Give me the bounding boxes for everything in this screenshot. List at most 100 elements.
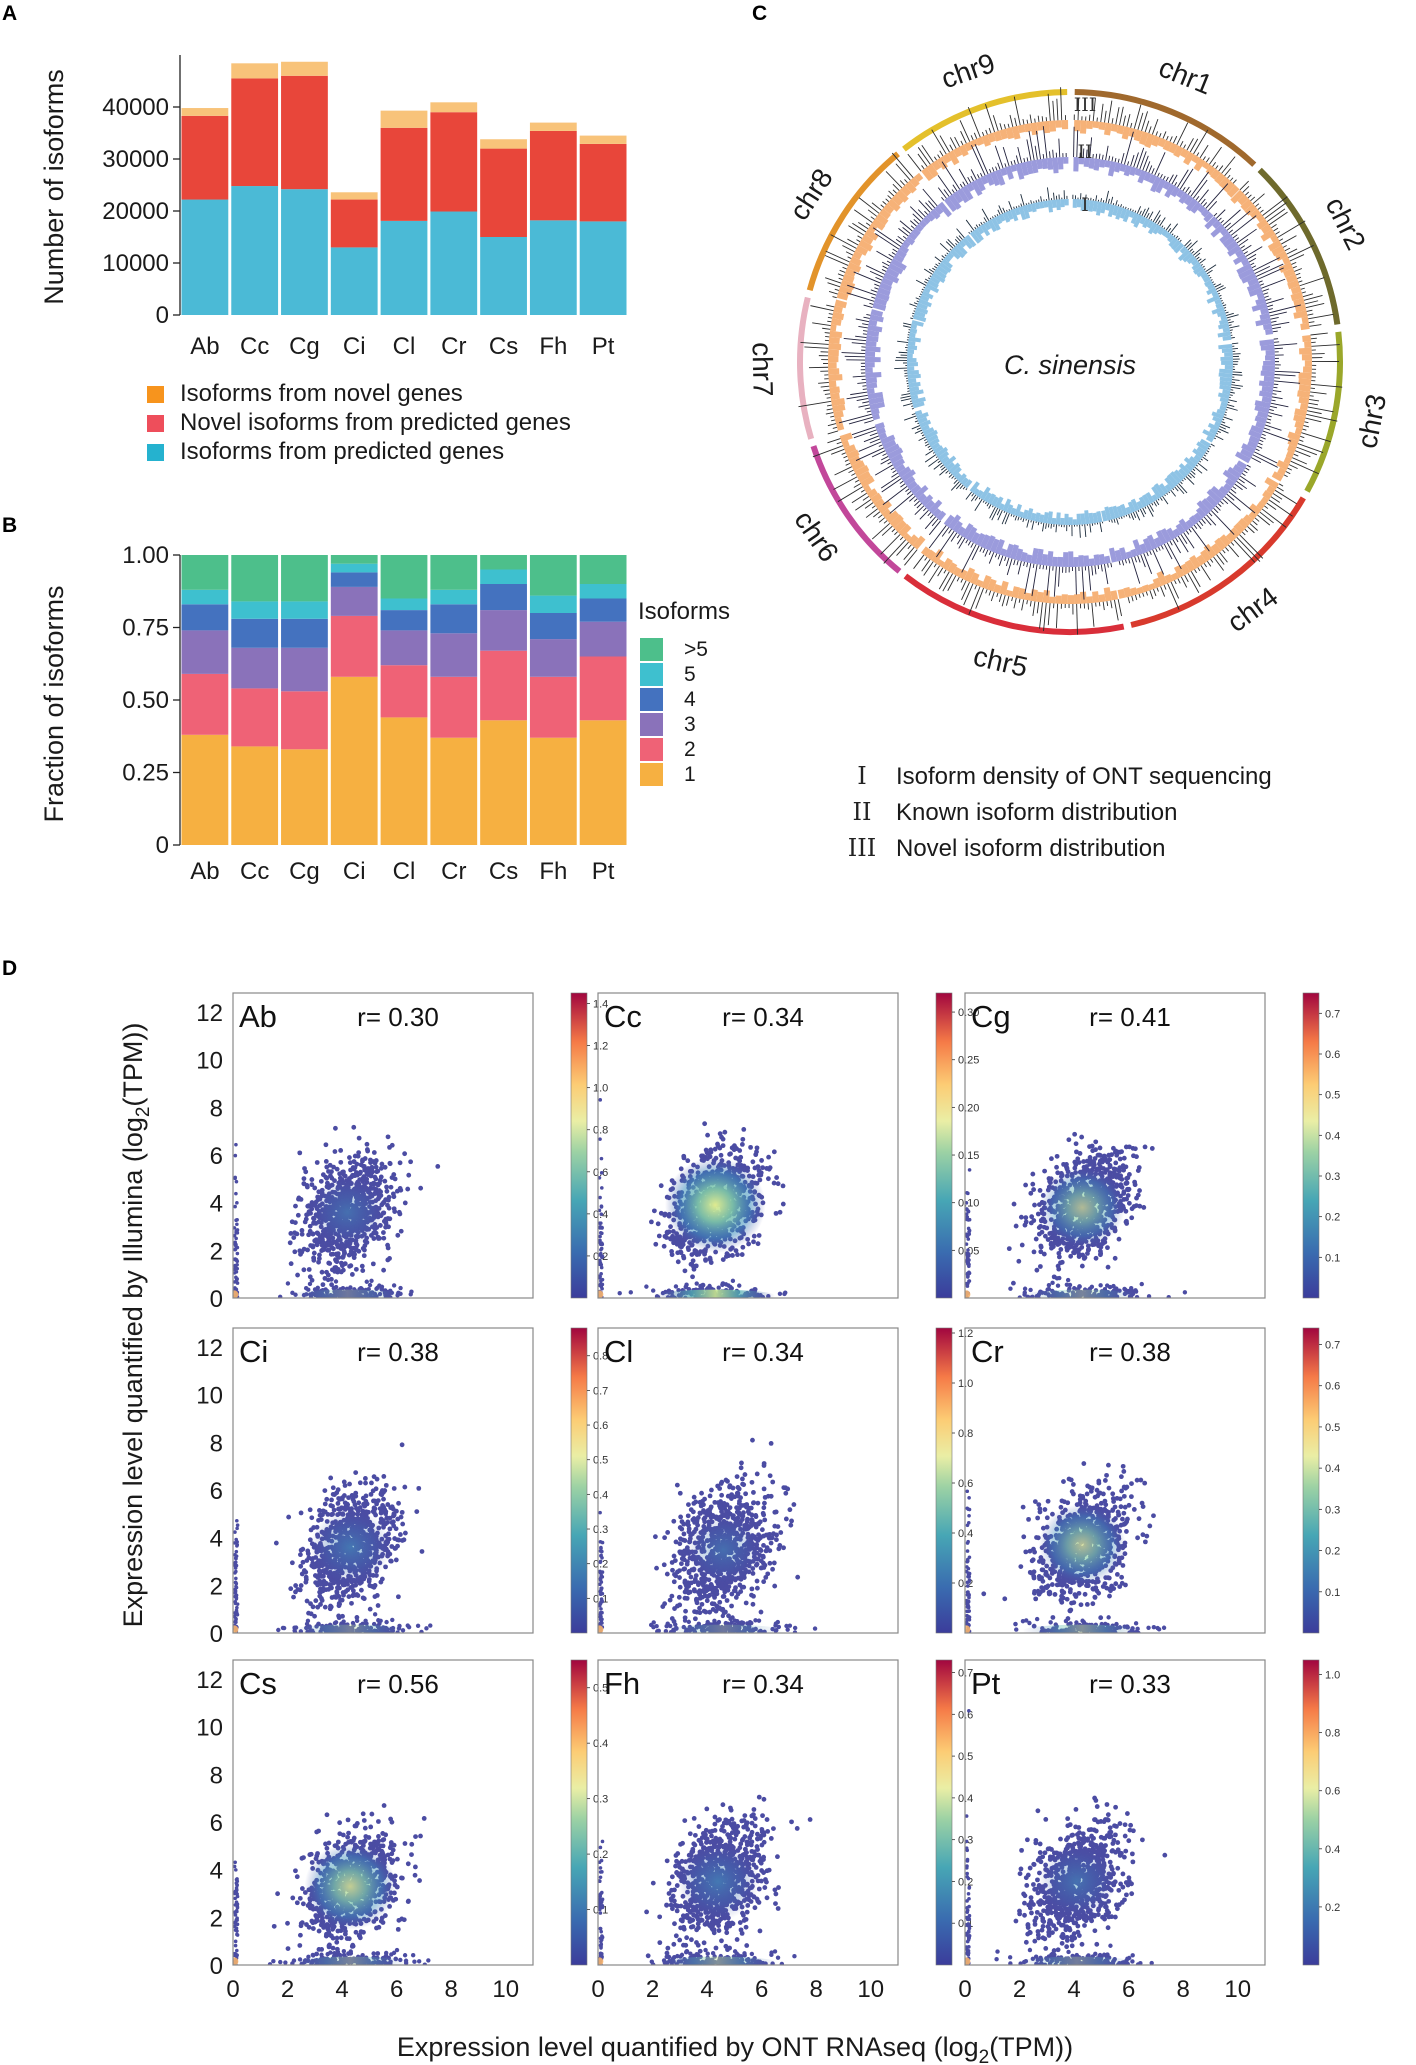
- track-shade: [1119, 207, 1128, 219]
- bar-b-cl-series-4: [380, 598, 428, 611]
- track-spike: [862, 388, 867, 390]
- track-spike: [837, 486, 863, 503]
- track-shade: [1151, 494, 1159, 502]
- track-spike: [876, 250, 893, 261]
- scatter-point: [388, 1184, 394, 1190]
- track-spike: [1133, 152, 1139, 168]
- track-spike: [841, 452, 846, 455]
- scatter-point: [1116, 1236, 1122, 1242]
- bar-b-cl-series-5: [380, 555, 428, 599]
- scatter-point: [398, 1228, 404, 1234]
- scatter-point: [333, 1251, 339, 1257]
- track-spike: [848, 469, 854, 474]
- track-shade: [1211, 290, 1219, 298]
- track-spike: [971, 545, 980, 561]
- track-spike: [1195, 196, 1200, 201]
- scatter-point: [1149, 1146, 1155, 1151]
- track-shade: [1178, 192, 1190, 204]
- track-spike: [1095, 195, 1098, 202]
- bar-a-cs-series-2: [480, 139, 527, 149]
- bar-b-cc-series-4: [231, 601, 279, 619]
- track-shade: [912, 401, 925, 409]
- track-spike: [1040, 196, 1042, 202]
- scatter-point: [1098, 1164, 1103, 1170]
- track-spike: [983, 217, 988, 223]
- bar-b-ab-series-0: [181, 734, 229, 845]
- track-spike: [1264, 505, 1269, 509]
- track-spike: [1251, 265, 1257, 269]
- scatter-point: [773, 1210, 779, 1216]
- track-spike: [956, 536, 963, 545]
- track-spike: [1220, 501, 1224, 505]
- track-shade: [907, 480, 918, 491]
- legend-label-a-1: Novel isoforms from predicted genes: [180, 409, 571, 436]
- track-shade: [1172, 528, 1181, 538]
- track-spike: [1261, 508, 1287, 528]
- track-spike: [933, 156, 937, 161]
- track-spike: [975, 224, 979, 228]
- track-spike: [1284, 247, 1291, 252]
- track-spike: [1303, 424, 1310, 428]
- track-spike: [1266, 298, 1284, 304]
- track-spike: [1097, 565, 1100, 570]
- scatter-point: [301, 1267, 307, 1273]
- track-spike: [1164, 494, 1166, 497]
- track-spike: [1290, 460, 1319, 475]
- scatter-point: [1089, 1159, 1094, 1164]
- track-spike: [892, 183, 900, 191]
- track-spike: [1243, 251, 1248, 255]
- track-shade: [1123, 586, 1132, 598]
- scatter-point: [365, 1148, 371, 1154]
- track-spike: [1100, 103, 1104, 123]
- track-shade: [1262, 365, 1275, 372]
- scatter-point: [235, 1231, 240, 1235]
- track-spike: [845, 462, 851, 466]
- track-shade: [935, 446, 949, 458]
- scatter-point: [1124, 1176, 1129, 1181]
- scatter-point: [598, 1253, 602, 1257]
- scatter-point: [387, 1161, 393, 1167]
- track-spike: [899, 536, 904, 541]
- track-spike: [862, 496, 870, 501]
- bar-a-cc-series-0: [231, 186, 279, 315]
- track-spike: [880, 475, 900, 489]
- track-spike: [882, 265, 888, 269]
- scatter-panel-cc: Ccr= 0.340.050.100.150.200.250.30: [597, 992, 979, 1299]
- track-spike: [998, 593, 1003, 602]
- track-spike: [1170, 489, 1177, 497]
- track-spike: [1003, 511, 1006, 513]
- track-spike: [1208, 274, 1211, 277]
- track-spike: [1306, 413, 1338, 422]
- track-spike: [970, 494, 977, 502]
- track-spike: [921, 559, 931, 572]
- track-shade: [926, 212, 936, 222]
- colorbar-tick-label: 0.15: [958, 1150, 979, 1162]
- track-shade: [865, 362, 875, 368]
- track-shade: [1084, 199, 1090, 212]
- track-shade: [1073, 157, 1079, 172]
- track-shade: [1285, 450, 1295, 459]
- scatter-point: [323, 1159, 329, 1164]
- track-spike: [858, 404, 870, 408]
- track-spike: [974, 144, 989, 175]
- track-shade: [866, 382, 878, 389]
- track-shade: [989, 538, 1000, 553]
- track-shade: [864, 228, 879, 241]
- track-shade: [1183, 456, 1197, 469]
- track-shade: [1210, 168, 1221, 180]
- scatter-point: [599, 1271, 603, 1276]
- scatter-point: [364, 1279, 369, 1284]
- scatter-point: [765, 1176, 771, 1182]
- track-shade: [1173, 469, 1185, 481]
- track-spike: [1255, 203, 1260, 207]
- track-shade: [851, 460, 866, 472]
- track-shade: [994, 538, 1005, 555]
- track-spike: [961, 580, 967, 591]
- track-spike: [880, 204, 885, 208]
- track-shade: [1264, 355, 1275, 361]
- track-shade: [867, 391, 884, 400]
- scatter-point: [320, 1282, 326, 1288]
- track-spike: [1141, 111, 1148, 131]
- track-shade: [979, 486, 991, 501]
